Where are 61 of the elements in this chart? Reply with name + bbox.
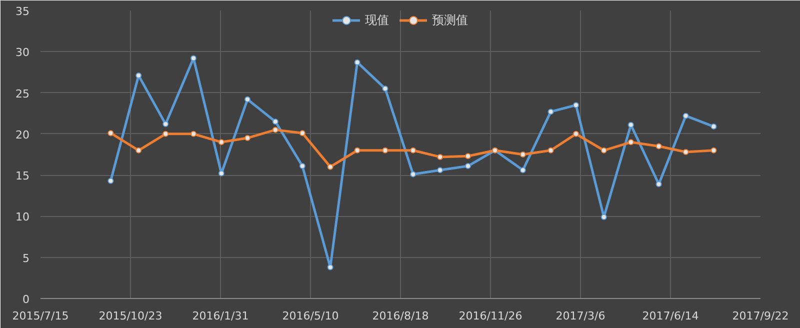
point xyxy=(382,86,388,92)
x-tick-label: 2017/9/22 xyxy=(732,310,789,322)
point xyxy=(244,96,250,102)
point xyxy=(190,55,196,62)
y-tick-label: 5 xyxy=(22,252,30,265)
point xyxy=(465,163,471,170)
point xyxy=(162,130,169,137)
point xyxy=(548,108,554,115)
x-tick-label: 2015/7/15 xyxy=(12,310,69,322)
point xyxy=(682,112,689,119)
x-tick-label: 2016/5/10 xyxy=(282,310,339,322)
point xyxy=(520,167,526,174)
x-tick-label: 2017/3/6 xyxy=(556,310,606,322)
point xyxy=(327,164,334,170)
x-tick-label: 2015/10/23 xyxy=(98,310,162,322)
y-tick-label: 35 xyxy=(16,5,30,18)
point xyxy=(573,102,579,108)
point xyxy=(628,122,634,128)
point xyxy=(272,118,278,125)
point xyxy=(162,121,169,128)
point xyxy=(573,130,579,137)
y-tick-label: 25 xyxy=(16,87,30,100)
point xyxy=(327,264,334,270)
point xyxy=(520,152,526,158)
x-tick-label: 2016/8/18 xyxy=(372,310,429,322)
legend-label: 现值 xyxy=(365,12,389,28)
point xyxy=(382,147,388,154)
y-tick-label: 0 xyxy=(22,293,30,306)
x-tick-label: 2016/1/31 xyxy=(192,310,249,322)
point xyxy=(437,167,444,174)
y-tick-label: 15 xyxy=(16,170,30,183)
point xyxy=(628,139,634,146)
point xyxy=(244,135,250,142)
y-tick-label: 10 xyxy=(16,210,30,224)
point xyxy=(190,130,196,137)
point xyxy=(437,154,444,160)
point xyxy=(108,178,114,184)
x-tick-label: 2017/6/14 xyxy=(642,310,699,322)
point xyxy=(354,59,360,66)
point xyxy=(710,124,717,130)
y-tick-label: 30 xyxy=(16,46,30,60)
point xyxy=(410,171,416,178)
point xyxy=(136,72,142,78)
point xyxy=(218,139,224,146)
x-tick-label: 2016/11/26 xyxy=(458,310,522,322)
point xyxy=(136,147,142,154)
point xyxy=(299,130,306,136)
legend-label: 预测值 xyxy=(432,12,468,28)
point xyxy=(272,126,278,133)
point xyxy=(354,147,360,154)
point xyxy=(108,130,114,136)
point xyxy=(299,163,306,170)
point xyxy=(682,149,689,156)
point xyxy=(710,147,717,154)
point xyxy=(600,147,607,154)
point xyxy=(548,147,554,154)
y-tick-label: 20 xyxy=(16,128,30,142)
point xyxy=(410,147,416,154)
point xyxy=(600,214,607,220)
point xyxy=(465,153,471,160)
point xyxy=(656,143,662,150)
